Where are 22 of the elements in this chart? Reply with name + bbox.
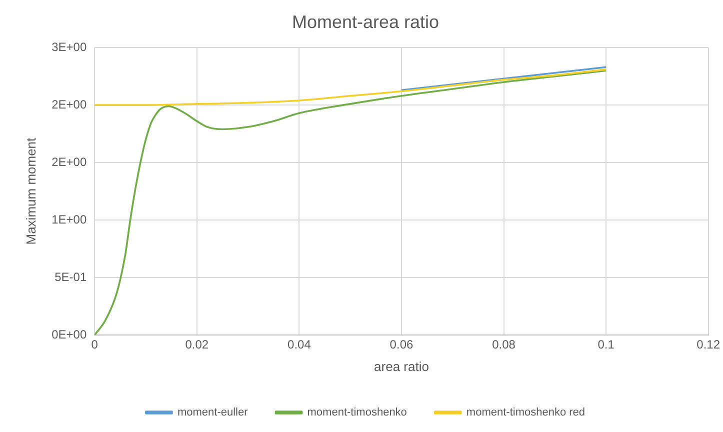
y-tick-label: 0E+00 <box>52 327 87 342</box>
y-axis-title: Maximum moment <box>23 137 38 245</box>
x-tick-label: 0.12 <box>696 338 720 352</box>
x-tick-label: 0.04 <box>288 338 312 352</box>
line-series <box>94 70 607 335</box>
legend-label: moment-euller <box>177 406 248 419</box>
x-axis-title: area ratio <box>374 358 429 374</box>
y-tick-label: 3E+00 <box>52 40 87 54</box>
legend-label: moment-timoshenko red <box>466 406 586 419</box>
x-tick-label: 0 <box>91 338 98 352</box>
y-tick-label: 1E+00 <box>52 212 87 226</box>
x-tick-label: 0.06 <box>390 338 414 352</box>
x-tick-label: 0.1 <box>598 338 615 352</box>
x-tick-label: 0.08 <box>492 338 516 352</box>
y-tick-label: 2E+00 <box>52 97 87 112</box>
y-tick-label: 5E-01 <box>54 270 87 284</box>
legend-label: moment-timoshenko <box>307 406 407 419</box>
line-series <box>400 66 607 92</box>
chart-title: Moment-area ratio <box>292 12 440 32</box>
y-tick-label: 2E+00 <box>52 154 87 169</box>
line-series <box>94 68 607 106</box>
x-tick-label: 0.02 <box>185 338 209 352</box>
